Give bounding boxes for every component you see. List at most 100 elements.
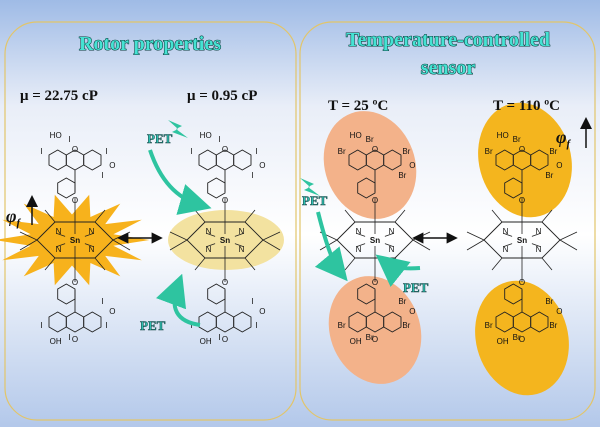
nitrogen-label: N <box>389 227 395 236</box>
nitrogen-label: N <box>503 245 509 254</box>
oxygen-label: O <box>372 145 378 154</box>
alkyl-chain <box>466 239 485 251</box>
halogen-label: I <box>219 135 221 144</box>
alkyl-chain <box>94 257 106 271</box>
oxygen-label: O <box>222 278 228 287</box>
halogen-label: I <box>69 135 71 144</box>
oxygen-label: O <box>109 307 115 316</box>
bond <box>56 243 66 248</box>
highlight-ellipse <box>323 111 417 219</box>
halogen-label: Br <box>485 321 493 330</box>
tin-label: Sn <box>220 236 230 245</box>
highlight-ellipse <box>478 102 572 218</box>
hydroxyl-label: OH <box>50 337 62 346</box>
halogen-label: I <box>69 333 71 342</box>
halogen-label: Br <box>545 297 553 306</box>
curved-arrow-icon <box>314 211 348 282</box>
oxygen-label: O <box>222 335 228 344</box>
halogen-label: I <box>251 171 253 180</box>
halogen-label: I <box>255 321 257 330</box>
bond <box>234 232 244 237</box>
ring <box>233 149 252 171</box>
ring <box>504 283 523 305</box>
ring <box>57 283 76 305</box>
halogen-label: I <box>105 321 107 330</box>
halogen-label: Br <box>549 147 557 156</box>
oxygen-label: O <box>519 145 525 154</box>
hydroxyl-label: HO <box>50 131 62 140</box>
alkyl-chain <box>194 257 206 271</box>
nitrogen-label: N <box>206 245 212 254</box>
alkyl-chain <box>466 231 485 241</box>
pet-label-3: PET <box>302 193 328 208</box>
oxygen-label: O <box>519 196 525 205</box>
temperature-low-label: T = 25 ºC <box>328 98 388 114</box>
alkyl-chain <box>262 239 281 251</box>
nitrogen-label: N <box>239 227 245 236</box>
bond <box>531 243 541 248</box>
lightning-icon <box>300 178 320 196</box>
nitrogen-label: N <box>503 227 509 236</box>
porphyrin-1: N NN NSn <box>19 198 131 282</box>
halogen-label: I <box>251 297 253 306</box>
tin-label: Sn <box>370 236 380 245</box>
halogen-label: Br <box>366 333 374 342</box>
bond <box>356 232 366 237</box>
alkyl-chain <box>244 209 256 223</box>
halogen-label: I <box>105 147 107 156</box>
quantum-yield-left: φf <box>6 195 38 229</box>
nitrogen-label: N <box>206 227 212 236</box>
nitrogen-label: N <box>89 245 95 254</box>
halogen-label: I <box>101 297 103 306</box>
bond <box>384 232 394 237</box>
halogen-label: I <box>41 147 43 156</box>
bond <box>356 243 366 248</box>
alkyl-chain <box>491 209 503 223</box>
svg-text:φf: φf <box>6 206 22 229</box>
highlight-ellipse <box>328 276 422 384</box>
pet-label-1: PET <box>147 131 173 146</box>
halogen-label: Br <box>338 321 346 330</box>
hydroxyl-label: OH <box>350 337 362 346</box>
halogen-label: Br <box>513 333 521 342</box>
starburst-emission <box>0 194 150 286</box>
halogen-label: Br <box>485 147 493 156</box>
ring <box>83 149 102 171</box>
oxygen-label: O <box>72 145 78 154</box>
alkyl-chain <box>19 231 38 241</box>
curved-arrow-icon <box>148 149 212 215</box>
oxygen-label: O <box>409 161 415 170</box>
alkyl-chain <box>541 209 553 223</box>
alkyl-chain <box>394 209 406 223</box>
bond <box>531 232 541 237</box>
bond <box>206 243 216 248</box>
hydroxyl-label: OH <box>200 337 212 346</box>
halogen-label: I <box>191 147 193 156</box>
alkyl-chain <box>491 257 503 271</box>
oxygen-label: O <box>222 196 228 205</box>
oxygen-label: O <box>72 335 78 344</box>
oxygen-label: O <box>222 145 228 154</box>
porphyrin-2: N NN NSn <box>169 198 281 282</box>
ring <box>530 149 549 171</box>
alkyl-chain <box>94 209 106 223</box>
halogen-label: Br <box>549 321 557 330</box>
pet-label-4: PET <box>403 280 429 295</box>
right-panel <box>299 21 596 421</box>
alkyl-chain <box>559 231 578 241</box>
halogen-label: I <box>41 321 43 330</box>
nitrogen-label: N <box>389 245 395 254</box>
oxygen-label: O <box>556 307 562 316</box>
halogen-label: Br <box>398 171 406 180</box>
nitrogen-label: N <box>536 227 542 236</box>
oxygen-label: O <box>109 161 115 170</box>
ring <box>357 283 376 305</box>
alkyl-chain <box>262 231 281 241</box>
halogen-label: Br <box>513 135 521 144</box>
